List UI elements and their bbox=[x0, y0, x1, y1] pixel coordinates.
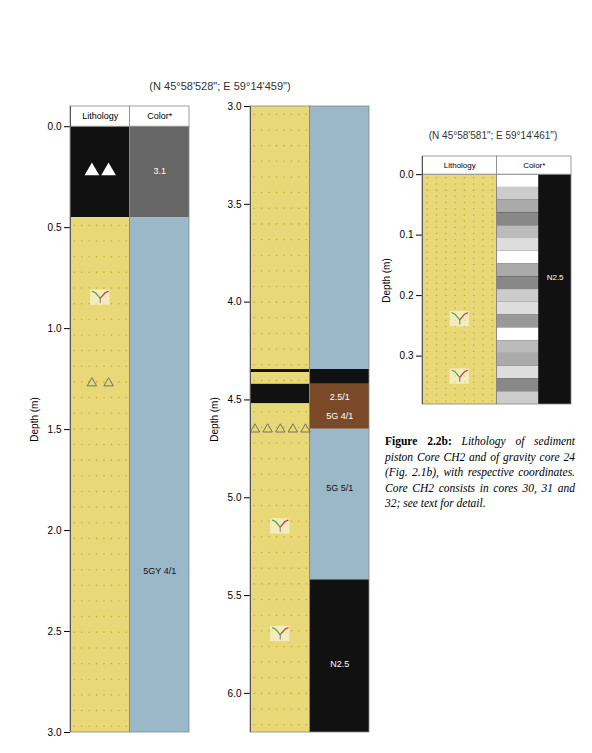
svg-text:5GY 4/1: 5GY 4/1 bbox=[143, 566, 176, 576]
svg-text:4.5: 4.5 bbox=[228, 394, 242, 405]
svg-text:Color*: Color* bbox=[523, 161, 545, 170]
html-text:(N 45°58'528"; E 59°14'459"): (N 45°58'528"; E 59°14'459") bbox=[149, 80, 291, 92]
html-text:Figure 2.2b: Lithology of sedi: Figure 2.2b: Lithology of sediment pisto… bbox=[385, 435, 575, 510]
svg-text:3.1: 3.1 bbox=[153, 166, 166, 176]
svg-text:5.0: 5.0 bbox=[228, 492, 242, 503]
svg-text:Color*: Color* bbox=[147, 111, 173, 121]
svg-text:Depth (m): Depth (m) bbox=[381, 258, 392, 302]
svg-text:0.0: 0.0 bbox=[400, 169, 414, 180]
html-text:(N 45°58'581"; E 59°14'461"): (N 45°58'581"; E 59°14'461") bbox=[428, 130, 558, 141]
svg-text:3.0: 3.0 bbox=[48, 727, 62, 738]
svg-text:1.5: 1.5 bbox=[48, 424, 62, 435]
svg-text:5G 4/1: 5G 4/1 bbox=[326, 411, 353, 421]
svg-text:3.5: 3.5 bbox=[228, 199, 242, 210]
svg-text:Lithology: Lithology bbox=[82, 111, 119, 121]
svg-text:0.2: 0.2 bbox=[400, 290, 414, 301]
svg-text:1.0: 1.0 bbox=[48, 323, 62, 334]
svg-text:Depth (m): Depth (m) bbox=[29, 397, 40, 441]
svg-text:N2.5: N2.5 bbox=[330, 659, 349, 669]
svg-text:3.0: 3.0 bbox=[228, 101, 242, 112]
svg-text:Depth (m): Depth (m) bbox=[209, 397, 220, 441]
svg-text:2.5/1: 2.5/1 bbox=[330, 392, 350, 402]
svg-text:0.1: 0.1 bbox=[400, 229, 414, 240]
svg-text:2.0: 2.0 bbox=[48, 525, 62, 536]
svg-text:5.5: 5.5 bbox=[228, 590, 242, 601]
svg-text:5G 5/1: 5G 5/1 bbox=[326, 483, 353, 493]
svg-text:4.0: 4.0 bbox=[228, 296, 242, 307]
svg-text:Lithology: Lithology bbox=[444, 161, 476, 170]
svg-text:N2.5: N2.5 bbox=[547, 273, 564, 282]
svg-text:6.0: 6.0 bbox=[228, 688, 242, 699]
svg-text:0.0: 0.0 bbox=[48, 121, 62, 132]
svg-text:2.5: 2.5 bbox=[48, 626, 62, 637]
svg-text:0.3: 0.3 bbox=[400, 350, 414, 361]
svg-text:0.5: 0.5 bbox=[48, 222, 62, 233]
